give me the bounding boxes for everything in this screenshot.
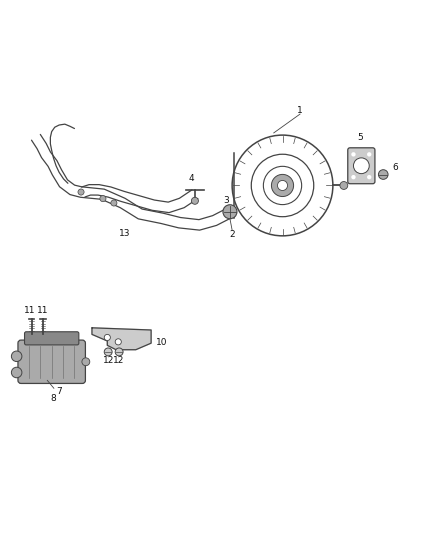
Text: 12: 12 (113, 356, 125, 365)
Circle shape (78, 189, 84, 195)
Circle shape (353, 158, 369, 174)
Circle shape (100, 196, 106, 201)
Circle shape (223, 205, 237, 219)
Circle shape (378, 169, 388, 179)
Text: 5: 5 (357, 133, 364, 142)
Text: 11: 11 (37, 306, 49, 315)
Text: 4: 4 (189, 174, 194, 183)
Text: 2: 2 (230, 230, 235, 239)
Circle shape (11, 367, 22, 378)
Text: 13: 13 (119, 229, 131, 238)
Text: 11: 11 (24, 306, 35, 315)
Circle shape (191, 197, 198, 204)
Text: 8: 8 (50, 394, 56, 403)
FancyBboxPatch shape (348, 148, 375, 184)
Circle shape (272, 174, 293, 197)
Circle shape (11, 351, 22, 361)
FancyBboxPatch shape (25, 332, 79, 345)
Circle shape (340, 182, 348, 189)
Circle shape (115, 339, 121, 345)
Circle shape (351, 175, 356, 179)
Circle shape (104, 334, 110, 341)
Text: 12: 12 (102, 356, 114, 365)
Circle shape (351, 152, 356, 157)
Circle shape (115, 348, 123, 356)
Text: 3: 3 (223, 196, 230, 205)
Circle shape (367, 152, 371, 157)
Circle shape (104, 348, 112, 356)
Text: 10: 10 (155, 338, 167, 347)
Circle shape (111, 200, 117, 206)
Polygon shape (92, 328, 151, 350)
Circle shape (82, 358, 90, 366)
Text: 6: 6 (392, 164, 399, 173)
Circle shape (367, 175, 371, 179)
Circle shape (277, 181, 287, 190)
Text: 7: 7 (57, 387, 63, 396)
Text: 1: 1 (297, 106, 303, 115)
FancyBboxPatch shape (18, 340, 85, 383)
